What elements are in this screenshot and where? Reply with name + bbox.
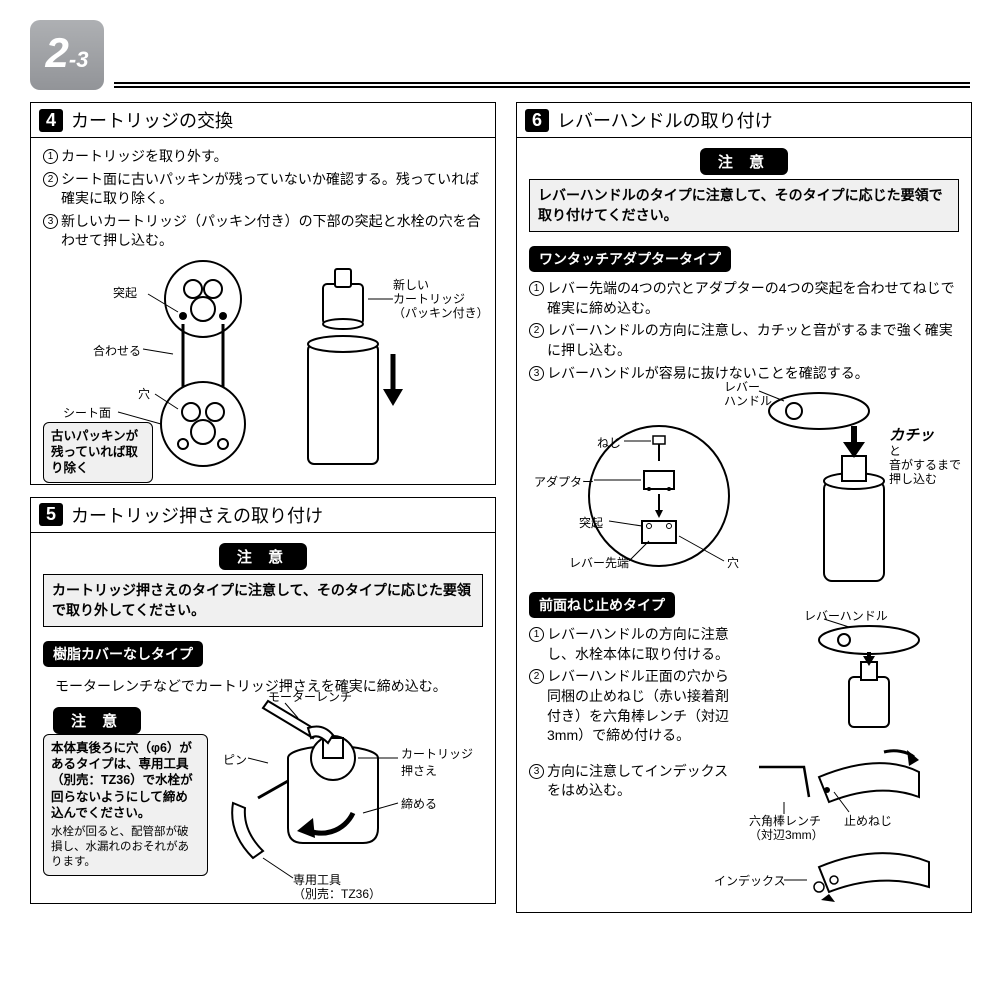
section-header: 6 レバーハンドルの取り付け (517, 103, 971, 138)
subheader-no-cover: 樹脂カバーなしタイプ (43, 641, 203, 667)
retainer-svg (223, 703, 483, 893)
label-adapter: アダプター (534, 473, 594, 490)
step-list: 1カートリッジを取り外す。 2シート面に古いパッキンが残っていないか確認する。残… (43, 147, 483, 251)
section-body: 1カートリッジを取り外す。 2シート面に古いパッキンが残っていないか確認する。残… (31, 138, 495, 484)
page-header: 2 -3 (30, 20, 970, 90)
section-6: 6 レバーハンドルの取り付け 注 意 レバーハンドルのタイプに注意して、そのタイ… (516, 102, 972, 913)
label-hex-b: （対辺3mm） (749, 826, 824, 843)
section-title: レバーハンドルの取り付け (557, 107, 773, 133)
step-item: 3方向に注意してインデックスをはめ込む。 (529, 762, 739, 801)
step-item: 2レバーハンドルの方向に注意し、カチッと音がするまで強く確実に押し込む。 (529, 321, 959, 360)
section-4: 4 カートリッジの交換 1カートリッジを取り外す。 2シート面に古いパッキンが残… (30, 102, 496, 485)
section-body: 注 意 レバーハンドルのタイプに注意して、そのタイプに応じた要領で取り付けてくだ… (517, 138, 971, 912)
section-body: 注 意 カートリッジ押さえのタイプに注意して、そのタイプに応じた要領で取り外して… (31, 533, 495, 903)
label-protrusion: 突起 (579, 514, 603, 531)
step-item: 1レバーハンドルの方向に注意し、水栓本体に取り付ける。 (529, 625, 739, 664)
caution-pill2: 注 意 (53, 707, 141, 734)
section-title: カートリッジの交換 (71, 107, 233, 133)
label-sheet: シート面 (63, 404, 111, 421)
subheader-adapter: ワンタッチアダプタータイプ (529, 246, 731, 272)
content-columns: 4 カートリッジの交換 1カートリッジを取り外す。 2シート面に古いパッキンが残… (30, 102, 970, 913)
step-badge: 2 -3 (30, 20, 104, 90)
caution-pill: 注 意 (219, 543, 307, 570)
label-pin: ピン (223, 751, 247, 768)
step-list: 1レバー先端の4つの穴とアダプターの4つの突起を合わせてねじで確実に締め込む。 … (529, 279, 959, 383)
section-number: 6 (525, 109, 549, 132)
label-retainer: カートリッジ押さえ (401, 745, 481, 779)
section-header: 4 カートリッジの交換 (31, 103, 495, 138)
label-hole: 穴 (727, 554, 739, 571)
type2-row: 1レバーハンドルの方向に注意し、水栓本体に取り付ける。 2レバーハンドル正面の穴… (529, 622, 959, 902)
step-list: 1レバーハンドルの方向に注意し、水栓本体に取り付ける。 2レバーハンドル正面の穴… (529, 625, 739, 801)
label-click-c: 押し込む (889, 470, 937, 487)
diagram-cartridge: 突起 合わせる 穴 シート面 古いパッキンが残っていれば取り除く 新しい カート… (43, 254, 483, 474)
callout-old-packing: 古いパッキンが残っていれば取り除く (43, 422, 153, 483)
subheader-front-screw: 前面ねじ止めタイプ (529, 592, 675, 618)
label-lever-tip: レバー先端 (569, 554, 629, 571)
label-tighten: 締める (401, 795, 437, 812)
diagram-retainer: モーターレンチ ピン カートリッジ押さえ 締める 専用工具 （別売：TZ36） (223, 703, 483, 893)
header-rule (114, 82, 970, 88)
label-index: インデックス (714, 872, 786, 889)
front-screw-svg (749, 622, 959, 902)
label-screw: ねじ (597, 434, 621, 451)
step-item: 1レバー先端の4つの穴とアダプターの4つの突起を合わせてねじで確実に締め込む。 (529, 279, 959, 318)
label-handle: レバーハンドル (804, 607, 888, 624)
section-header: 5 カートリッジ押さえの取り付け (31, 498, 495, 533)
type2-steps-col: 1レバーハンドルの方向に注意し、水栓本体に取り付ける。 2レバーハンドル正面の穴… (529, 622, 739, 804)
label-protrusion: 突起 (113, 284, 137, 301)
step-item: 2レバーハンドル正面の穴から同梱の止めねじ（赤い接着剤付き）を六角棒レンチ（対辺… (529, 667, 739, 745)
label-tool-b: （別売：TZ36） (293, 885, 381, 902)
label-hole: 穴 (138, 385, 150, 402)
left-column: 4 カートリッジの交換 1カートリッジを取り外す。 2シート面に古いパッキンが残… (30, 102, 496, 913)
caution-wrap: 注 意 (43, 539, 483, 574)
caution-box: レバーハンドルのタイプに注意して、そのタイプに応じた要領で取り付けてください。 (529, 179, 959, 232)
caution-wrap: 注 意 (529, 144, 959, 179)
caution2-row: 注 意 本体真後ろに穴（φ6）があるタイプは、専用工具（別売：TZ36）で水栓が… (43, 703, 483, 893)
step-item: 2シート面に古いパッキンが残っていないか確認する。残っていれば確実に取り除く。 (43, 170, 483, 209)
step-item: 3新しいカートリッジ（パッキン付き）の下部の突起と水栓の穴を合わせて押し込む。 (43, 212, 483, 251)
label-new-cart-c: （パッキン付き） (393, 304, 489, 321)
caution-pill: 注 意 (700, 148, 788, 175)
right-column: 6 レバーハンドルの取り付け 注 意 レバーハンドルのタイプに注意して、そのタイ… (516, 102, 972, 913)
section-number: 5 (39, 503, 63, 526)
caution2-box: 本体真後ろに穴（φ6）があるタイプは、専用工具（別売：TZ36）で水栓が回らない… (43, 734, 208, 876)
section-5: 5 カートリッジ押さえの取り付け 注 意 カートリッジ押さえのタイプに注意して、… (30, 497, 496, 904)
caution-box: カートリッジ押さえのタイプに注意して、そのタイプに応じた要領で取り外してください… (43, 574, 483, 627)
caution2-note: 水栓が回ると、配管部が破損し、水漏れのおそれがあります。 (51, 825, 200, 870)
diagram-front-screw: レバーハンドル 六角棒レンチ （対辺3mm） 止めねじ インデックス (749, 622, 959, 902)
diagram-adapter: レバー ハンドル ねじ アダプター 突起 レバー先端 穴 カチッ と 音がするま… (529, 386, 959, 586)
step-minor: -3 (69, 49, 89, 71)
label-handle-b: ハンドル (724, 392, 772, 409)
caution2-col: 注 意 本体真後ろに穴（φ6）があるタイプは、専用工具（別売：TZ36）で水栓が… (43, 703, 213, 876)
label-set-screw: 止めねじ (844, 812, 892, 829)
section-title: カートリッジ押さえの取り付け (71, 502, 323, 528)
label-wrench: モーターレンチ (268, 688, 352, 705)
step-major: 2 (46, 32, 69, 74)
label-align: 合わせる (93, 342, 141, 359)
section-number: 4 (39, 109, 63, 132)
step-item: 1カートリッジを取り外す。 (43, 147, 483, 167)
